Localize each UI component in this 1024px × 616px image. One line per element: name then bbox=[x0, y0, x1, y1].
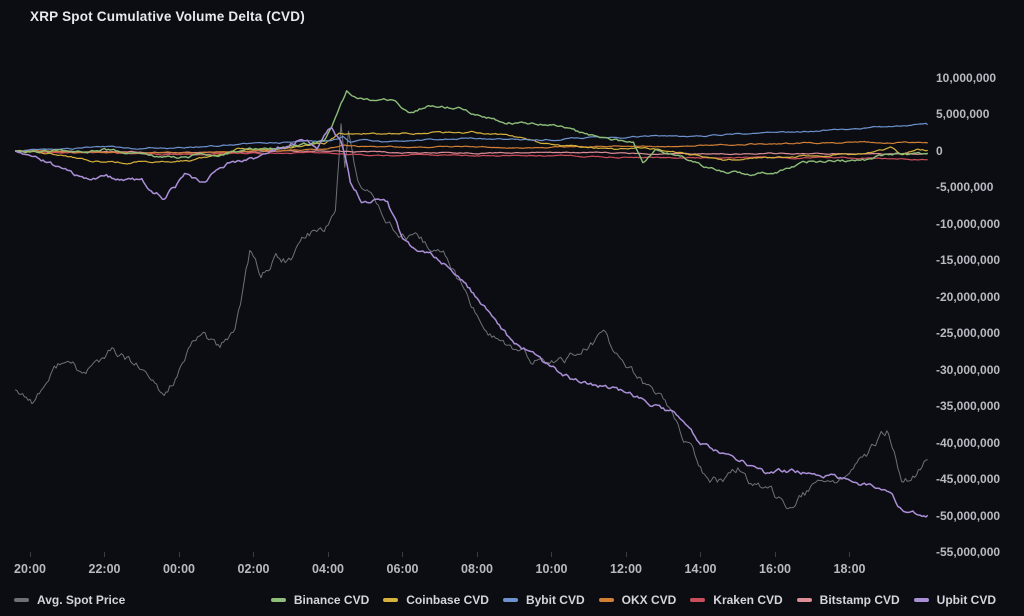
legend-label: Bybit CVD bbox=[525, 593, 585, 607]
y-axis-label: -5,000,000 bbox=[936, 180, 994, 195]
x-axis-tick bbox=[178, 552, 180, 557]
legend-label: Avg. Spot Price bbox=[37, 593, 126, 607]
x-axis-tick bbox=[253, 552, 254, 557]
legend-item-coinbase-cvd[interactable]: Coinbase CVD bbox=[383, 593, 489, 607]
legend-marker bbox=[598, 598, 614, 602]
legend-group-left: Avg. Spot Price bbox=[14, 593, 125, 607]
legend-marker bbox=[502, 598, 518, 602]
series-line-bitstamp-cvd bbox=[15, 149, 928, 156]
x-axis-tick bbox=[849, 552, 850, 557]
x-axis-tick bbox=[774, 552, 776, 557]
legend-item-binance-cvd[interactable]: Binance CVD bbox=[270, 593, 370, 607]
series-line-bybit-cvd bbox=[15, 122, 929, 153]
y-axis-label: -40,000,000 bbox=[936, 435, 1001, 450]
x-axis-tick bbox=[625, 552, 627, 557]
legend-item-bybit-cvd[interactable]: Bybit CVD bbox=[502, 593, 585, 607]
x-axis-label: 08:00 bbox=[461, 562, 493, 576]
legend-marker bbox=[796, 598, 812, 602]
x-axis-label: 10:00 bbox=[535, 562, 568, 576]
x-axis-label: 14:00 bbox=[684, 562, 717, 576]
legend: Avg. Spot Price Binance CVD Coinbase CVD B… bbox=[14, 590, 996, 610]
legend-marker bbox=[383, 598, 399, 602]
x-axis-tick bbox=[29, 552, 31, 557]
x-axis-label: 18:00 bbox=[833, 562, 866, 576]
y-axis-label: -20,000,000 bbox=[936, 289, 1001, 304]
x-axis-tick bbox=[551, 552, 552, 557]
series-line-okx-cvd bbox=[15, 140, 928, 154]
x-axis-tick bbox=[476, 552, 478, 557]
legend-label: Coinbase CVD bbox=[406, 593, 489, 607]
y-axis-label: 5,000,000 bbox=[936, 107, 990, 122]
legend-item-avg-spot-price[interactable]: Avg. Spot Price bbox=[14, 593, 125, 607]
series-line-binance-cvd bbox=[15, 90, 928, 177]
legend-label: Kraken CVD bbox=[713, 593, 783, 607]
y-axis-label: -50,000,000 bbox=[936, 508, 1001, 523]
x-axis-tick bbox=[700, 552, 701, 557]
legend-label: Upbit CVD bbox=[936, 593, 996, 607]
x-axis-label: 12:00 bbox=[610, 562, 642, 576]
x-axis-label: 04:00 bbox=[312, 562, 344, 576]
legend-item-kraken-cvd[interactable]: Kraken CVD bbox=[690, 593, 783, 607]
y-axis-label: -55,000,000 bbox=[936, 544, 1001, 559]
legend-marker bbox=[913, 598, 929, 602]
legend-item-upbit-cvd[interactable]: Upbit CVD bbox=[913, 593, 996, 607]
legend-marker bbox=[14, 598, 29, 602]
legend-marker bbox=[270, 598, 286, 602]
y-axis-label: -10,000,000 bbox=[936, 216, 1001, 231]
x-axis-label: 20:00 bbox=[14, 562, 46, 576]
x-axis-label: 06:00 bbox=[386, 562, 419, 576]
x-axis-tick bbox=[402, 552, 403, 557]
legend-group-right: Binance CVD Coinbase CVD Bybit CVD OKX CVD K… bbox=[270, 593, 996, 607]
y-axis-label: -45,000,000 bbox=[936, 472, 1001, 487]
series-line-upbit-cvd bbox=[14, 126, 929, 518]
chart-title: XRP Spot Cumulative Volume Delta (CVD) bbox=[30, 9, 305, 24]
x-axis-tick bbox=[327, 552, 329, 557]
y-axis-label: -25,000,000 bbox=[936, 326, 1001, 341]
legend-label: Bitstamp CVD bbox=[819, 593, 900, 607]
series-line-coinbase-cvd bbox=[15, 130, 928, 165]
x-axis-label: 00:00 bbox=[163, 562, 195, 576]
x-axis-label: 16:00 bbox=[759, 562, 791, 576]
x-axis-label: 22:00 bbox=[88, 562, 121, 576]
x-axis-tick bbox=[104, 552, 105, 557]
y-axis-label: -30,000,000 bbox=[936, 362, 1001, 377]
y-axis-label: -15,000,000 bbox=[936, 253, 1001, 268]
x-axis-label: 02:00 bbox=[237, 562, 270, 576]
legend-item-okx-cvd[interactable]: OKX CVD bbox=[598, 593, 677, 607]
legend-label: OKX CVD bbox=[621, 593, 677, 607]
legend-label: Binance CVD bbox=[293, 593, 370, 607]
y-axis-label: 0 bbox=[936, 143, 943, 158]
series-line-avg-spot-price bbox=[14, 123, 928, 510]
legend-marker bbox=[690, 598, 706, 602]
legend-item-bitstamp-cvd[interactable]: Bitstamp CVD bbox=[796, 593, 900, 607]
y-axis-label: -35,000,000 bbox=[936, 399, 1001, 414]
y-axis-label: 10,000,000 bbox=[936, 71, 997, 85]
